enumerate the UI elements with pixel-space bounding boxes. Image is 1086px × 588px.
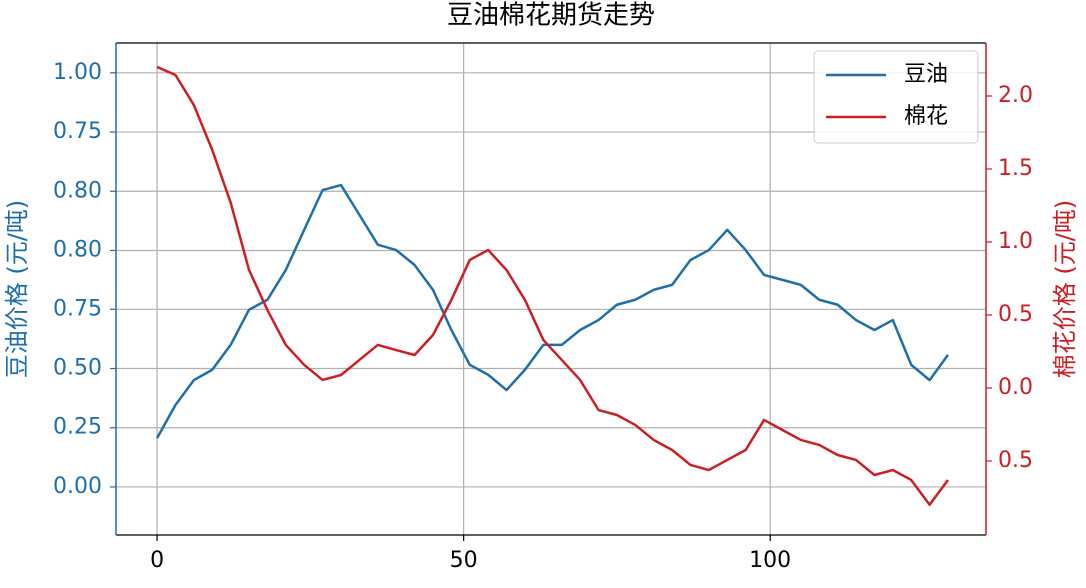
y2-tick-label: 1.0: [998, 229, 1033, 254]
y-tick-label: 0.25: [53, 415, 102, 440]
legend-label: 棉花: [904, 104, 948, 129]
y-tick-label: 0.00: [53, 474, 102, 499]
x-tick-label: 0: [150, 548, 164, 573]
x-tick-label: 100: [749, 548, 791, 573]
y-tick-label: 0.75: [53, 119, 102, 144]
y-axis-label: 豆油价格 (元/吨): [3, 200, 31, 378]
y2-tick-label: 1.5: [998, 156, 1033, 181]
y2-axis-label: 棉花价格 (元/吨): [1051, 200, 1079, 378]
y-tick-label: 1.00: [53, 60, 102, 85]
x-tick-label: 50: [450, 548, 478, 573]
y2-tick-label: 2.0: [998, 83, 1033, 108]
y-tick-label: 0.80: [53, 237, 102, 262]
chart-title: 豆油棉花期货走势: [447, 1, 655, 31]
line-series: [156, 65, 949, 507]
legend-label: 豆油: [904, 62, 948, 87]
y2-tick-label: 0.5: [998, 302, 1033, 327]
y2-tick-label: 0.5: [998, 448, 1033, 473]
line-series: [155, 183, 949, 439]
legend-box: [813, 50, 979, 144]
y-tick-label: 0.80: [53, 178, 102, 203]
y-tick-label: 0.50: [53, 356, 102, 381]
y2-tick-label: 0.0: [998, 375, 1033, 400]
y-tick-label: 0.75: [53, 296, 102, 321]
